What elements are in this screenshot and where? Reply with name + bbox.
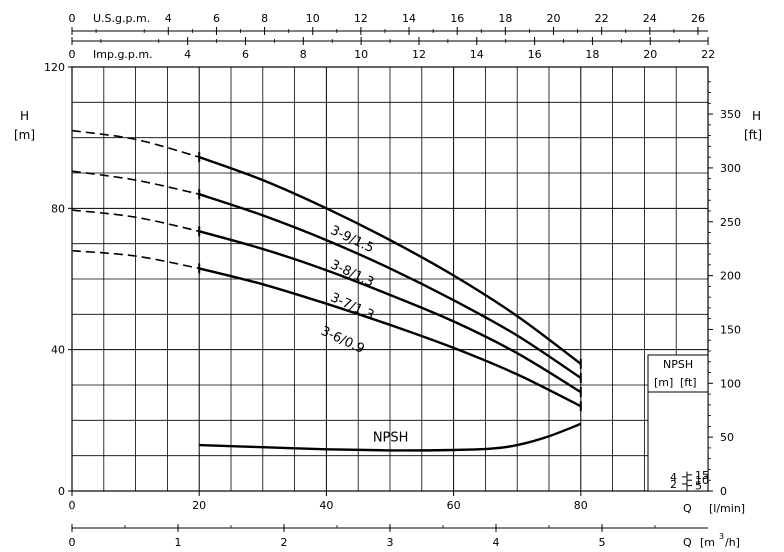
curve-npsh	[199, 422, 582, 452]
x2-axis-tick-label: 3	[387, 536, 394, 549]
x2-axis-tick-label: 1	[175, 536, 182, 549]
y2-axis-tick-label: 100	[720, 377, 741, 390]
usgpm-axis-tick-label: 26	[691, 12, 705, 25]
curve-dashed-3-9-1-5	[71, 129, 200, 158]
x2-axis-tick-label: 2	[281, 536, 288, 549]
x-axis-tick-label: 20	[192, 499, 206, 512]
curve-3-6-0-9	[198, 267, 582, 408]
usgpm-axis-tick-label: 12	[354, 12, 368, 25]
y-axis-tick-label: 120	[44, 61, 65, 74]
curve-dashed-3-8-1-3	[71, 170, 200, 195]
x2-axis-unit-sup: 3	[719, 532, 724, 541]
y-axis-unit: [m]	[14, 128, 35, 142]
impgpm-axis-tick-label: 22	[701, 48, 715, 61]
curve-3-7-1-3	[198, 230, 582, 394]
curve-3-8-1-3	[198, 193, 582, 379]
impgpm-axis-tick-label: 6	[242, 48, 249, 61]
impgpm-axis-tick-label: 14	[470, 48, 484, 61]
impgpm-axis-tick-label: 4	[184, 48, 191, 61]
impgpm-axis-tick-label: 16	[528, 48, 542, 61]
y-axis-label: H	[20, 109, 29, 123]
usgpm-axis-tick-label: 22	[595, 12, 609, 25]
x-axis-tick-label: 60	[447, 499, 461, 512]
x2-axis-q-label: Q	[683, 536, 692, 549]
npsh-inset-m-tick-label: 4	[670, 471, 677, 484]
y2-axis-label: H	[752, 109, 761, 123]
usgpm-axis-tick-label: 16	[450, 12, 464, 25]
y2-axis-tick-label: 0	[720, 485, 727, 498]
usgpm-axis-tick-label: 6	[213, 12, 220, 25]
x2-axis-tick-label: 4	[493, 536, 500, 549]
y2-axis-tick-label: 50	[720, 431, 734, 444]
usgpm-axis-tick-label: 10	[306, 12, 320, 25]
curve-dashed-3-6-0-9	[71, 249, 200, 270]
x2-axis-tick-label: 5	[599, 536, 606, 549]
npsh-inset-ft-tick-label: 10	[695, 474, 709, 487]
y-axis-tick-label: 40	[51, 344, 65, 357]
impgpm-axis-tick-label: 12	[412, 48, 426, 61]
usgpm-axis-tick-label: 4	[165, 12, 172, 25]
impgpm-axis-tick-label: 20	[643, 48, 657, 61]
usgpm-axis-tick-label: 20	[547, 12, 561, 25]
npsh-inset-unit-ft: [ft]	[680, 376, 697, 389]
curve-3-9-1-5	[198, 155, 582, 365]
npsh-inset-ft-tick-label: 5	[695, 480, 702, 493]
curve-label: 3-7/1.3	[328, 290, 376, 323]
x-axis-tick-label: 40	[319, 499, 333, 512]
npsh-inset-ft-tick-label: 15	[695, 469, 709, 482]
y2-axis-tick-label: 250	[720, 216, 741, 229]
y-axis-tick-label: 0	[58, 485, 65, 498]
x-axis-q-label: Q	[683, 502, 692, 515]
x2-axis-tick-label: 0	[69, 536, 76, 549]
y2-axis-unit: [ft]	[744, 128, 762, 142]
impgpm-axis-tick-label: 10	[354, 48, 368, 61]
y2-axis-tick-label: 300	[720, 162, 741, 175]
x2-axis-unit-close: /h]	[725, 536, 740, 549]
npsh-inset-m-tick-label: 2	[670, 478, 677, 491]
usgpm-axis-tick-label: 0	[69, 12, 76, 25]
curve-label: NPSH	[373, 431, 409, 446]
top-axis-impgpm-label: Imp.g.p.m.	[93, 48, 153, 61]
y-axis-tick-label: 80	[51, 202, 65, 215]
npsh-inset-unit-m: [m]	[654, 376, 673, 389]
y2-axis-tick-label: 350	[720, 108, 741, 121]
usgpm-axis-tick-label: 18	[498, 12, 512, 25]
impgpm-axis-tick-label: 18	[585, 48, 599, 61]
curve-label: 3-8/1.3	[328, 257, 376, 290]
x2-axis-unit-open: [m	[700, 536, 715, 549]
plot-frame	[71, 66, 709, 492]
usgpm-axis-tick-label: 8	[261, 12, 268, 25]
x-axis-tick-label: 80	[574, 499, 588, 512]
y2-axis-tick-label: 200	[720, 270, 741, 283]
top-axis-usgpm-label: U.S.g.p.m.	[93, 12, 150, 25]
npsh-inset-box	[647, 354, 709, 492]
impgpm-axis-tick-label: 0	[69, 48, 76, 61]
curve-dashed-3-7-1-3	[71, 209, 200, 233]
npsh-inset-title: NPSH	[663, 358, 693, 371]
x-axis-tick-label: 0	[69, 499, 76, 512]
impgpm-axis-tick-label: 8	[300, 48, 307, 61]
usgpm-axis-tick-label: 14	[402, 12, 416, 25]
y2-axis-tick-label: 150	[720, 323, 741, 336]
x-axis-unit-label: [l/min]	[709, 502, 745, 515]
usgpm-axis-tick-label: 24	[643, 12, 657, 25]
grid-layer	[71, 66, 709, 492]
curve-label: 3-6/0.9	[318, 324, 366, 357]
